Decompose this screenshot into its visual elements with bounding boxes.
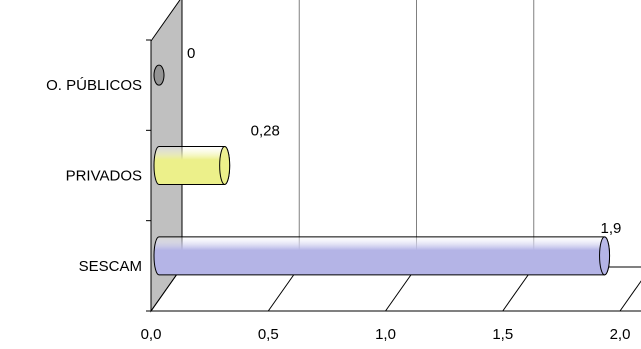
x-tick-label: 0,0 (141, 326, 162, 343)
bar-o-p-blicos (153, 64, 165, 86)
chart-labels: SESCAM PRIVADOS O. PÚBLICOS 1,9 0,28 0 0,0 0,5 1… (46, 45, 630, 343)
chart-bars (153, 64, 611, 276)
x-tick-label: 1,5 (492, 326, 513, 343)
floor-line (619, 280, 641, 312)
category-label: PRIVADOS (66, 167, 142, 184)
bar-end-cap (153, 64, 165, 86)
x-tick-label: 1,0 (375, 326, 396, 343)
bar-end-cap (599, 236, 611, 276)
data-label: 0 (187, 45, 195, 62)
bar-privados (153, 146, 231, 185)
x-tick-label: 0,5 (258, 326, 279, 343)
bar-body (153, 146, 231, 185)
data-label: 1,9 (601, 220, 622, 237)
bar-end-cap (219, 146, 231, 185)
bar-body (153, 236, 611, 276)
category-label: SESCAM (79, 258, 142, 275)
bar-sescam (153, 236, 611, 276)
category-label: O. PÚBLICOS (46, 77, 142, 94)
x-tick-label: 2,0 (610, 326, 631, 343)
data-label: 0,28 (251, 122, 280, 139)
